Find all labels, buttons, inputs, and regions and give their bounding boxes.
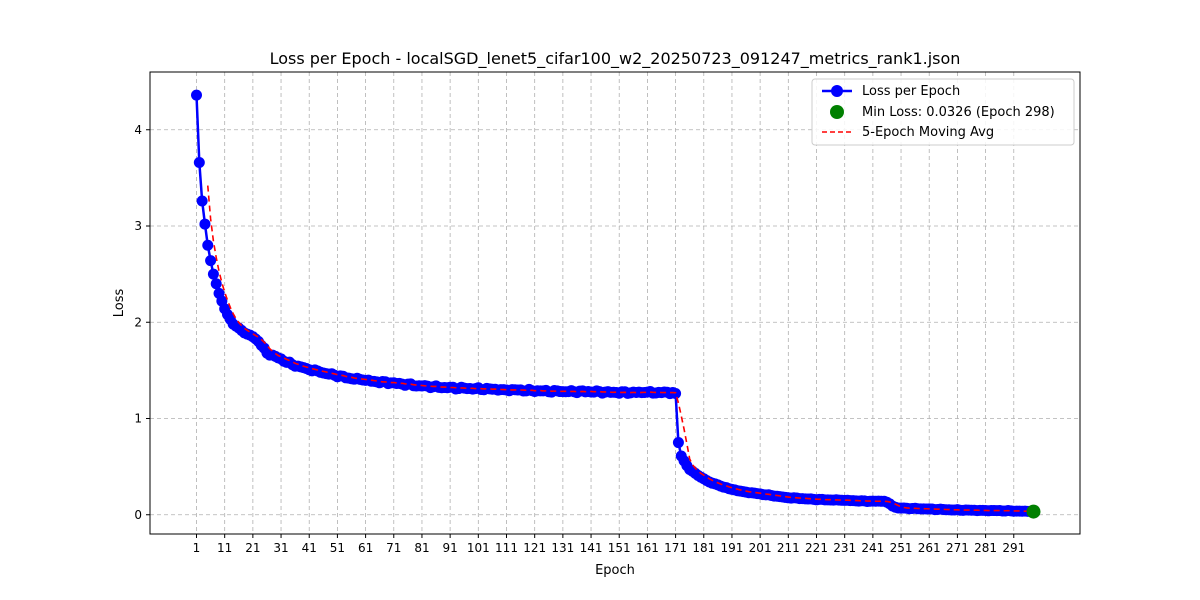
x-tick-label: 21 [245, 541, 260, 555]
x-tick-label: 121 [523, 541, 546, 555]
x-tick-label: 191 [721, 541, 744, 555]
x-tick-label: 101 [467, 541, 490, 555]
x-tick-label: 181 [692, 541, 715, 555]
x-axis-label: Epoch [595, 563, 635, 578]
x-tick-label: 261 [918, 541, 941, 555]
x-tick-label: 1 [193, 541, 201, 555]
loss-point [210, 278, 222, 290]
x-tick-label: 251 [890, 541, 913, 555]
x-tick-label: 141 [580, 541, 603, 555]
x-tick-label: 291 [1002, 541, 1025, 555]
loss-point [202, 239, 214, 251]
x-tick-label: 61 [358, 541, 373, 555]
grid [150, 72, 1080, 534]
loss-point [205, 255, 217, 267]
x-tick-label: 221 [805, 541, 828, 555]
loss-point [193, 156, 205, 168]
x-tick-label: 241 [861, 541, 884, 555]
x-tick-label: 81 [414, 541, 429, 555]
y-tick-label: 2 [134, 315, 142, 329]
x-tick-label: 31 [273, 541, 288, 555]
x-axis-ticks: 1 11 21 31 41 51 61 71 81 91 101 111 121 131 141 151 161… [193, 534, 1025, 555]
y-axis-ticks: 0 1 2 3 4 [134, 123, 150, 522]
x-tick-label: 131 [551, 541, 574, 555]
series-layer [191, 89, 1041, 519]
loss-point [672, 437, 684, 449]
x-tick-label: 11 [217, 541, 232, 555]
loss-point [196, 195, 208, 207]
loss-point [191, 89, 202, 101]
x-tick-label: 71 [386, 541, 401, 555]
plot-frame [149, 71, 1081, 535]
y-tick-label: 0 [134, 508, 142, 522]
loss-point [207, 268, 219, 280]
x-tick-label: 51 [330, 541, 345, 555]
x-tick-label: 91 [442, 541, 457, 555]
y-tick-label: 3 [134, 219, 142, 233]
y-tick-label: 4 [134, 123, 142, 137]
y-tick-label: 1 [134, 412, 142, 426]
x-tick-label: 41 [302, 541, 317, 555]
loss-line [195, 95, 1034, 513]
legend-label-moving-avg: 5-Epoch Moving Avg [862, 125, 994, 140]
x-tick-label: 271 [946, 541, 969, 555]
x-tick-label: 281 [974, 541, 997, 555]
legend-label-min: Min Loss: 0.0326 (Epoch 298) [862, 105, 1055, 120]
loss-point [199, 218, 211, 230]
loss-point [670, 387, 682, 399]
moving-avg-line [206, 185, 1034, 513]
legend: Loss per Epoch Min Loss: 0.0326 (Epoch 2… [811, 78, 1075, 146]
x-tick-label: 231 [833, 541, 856, 555]
legend-marker-loss [831, 85, 843, 97]
x-tick-label: 211 [777, 541, 800, 555]
chart-title: Loss per Epoch - localSGD_lenet5_cifar10… [270, 49, 961, 69]
x-tick-label: 161 [636, 541, 659, 555]
x-tick-label: 151 [608, 541, 631, 555]
min-loss-marker [1026, 504, 1041, 519]
legend-marker-min [830, 105, 844, 119]
x-tick-label: 201 [749, 541, 772, 555]
legend-label-loss: Loss per Epoch [862, 84, 960, 99]
y-axis-label: Loss [112, 289, 127, 318]
x-tick-label: 111 [495, 541, 518, 555]
legend-box [811, 78, 1075, 146]
x-tick-label: 171 [664, 541, 687, 555]
